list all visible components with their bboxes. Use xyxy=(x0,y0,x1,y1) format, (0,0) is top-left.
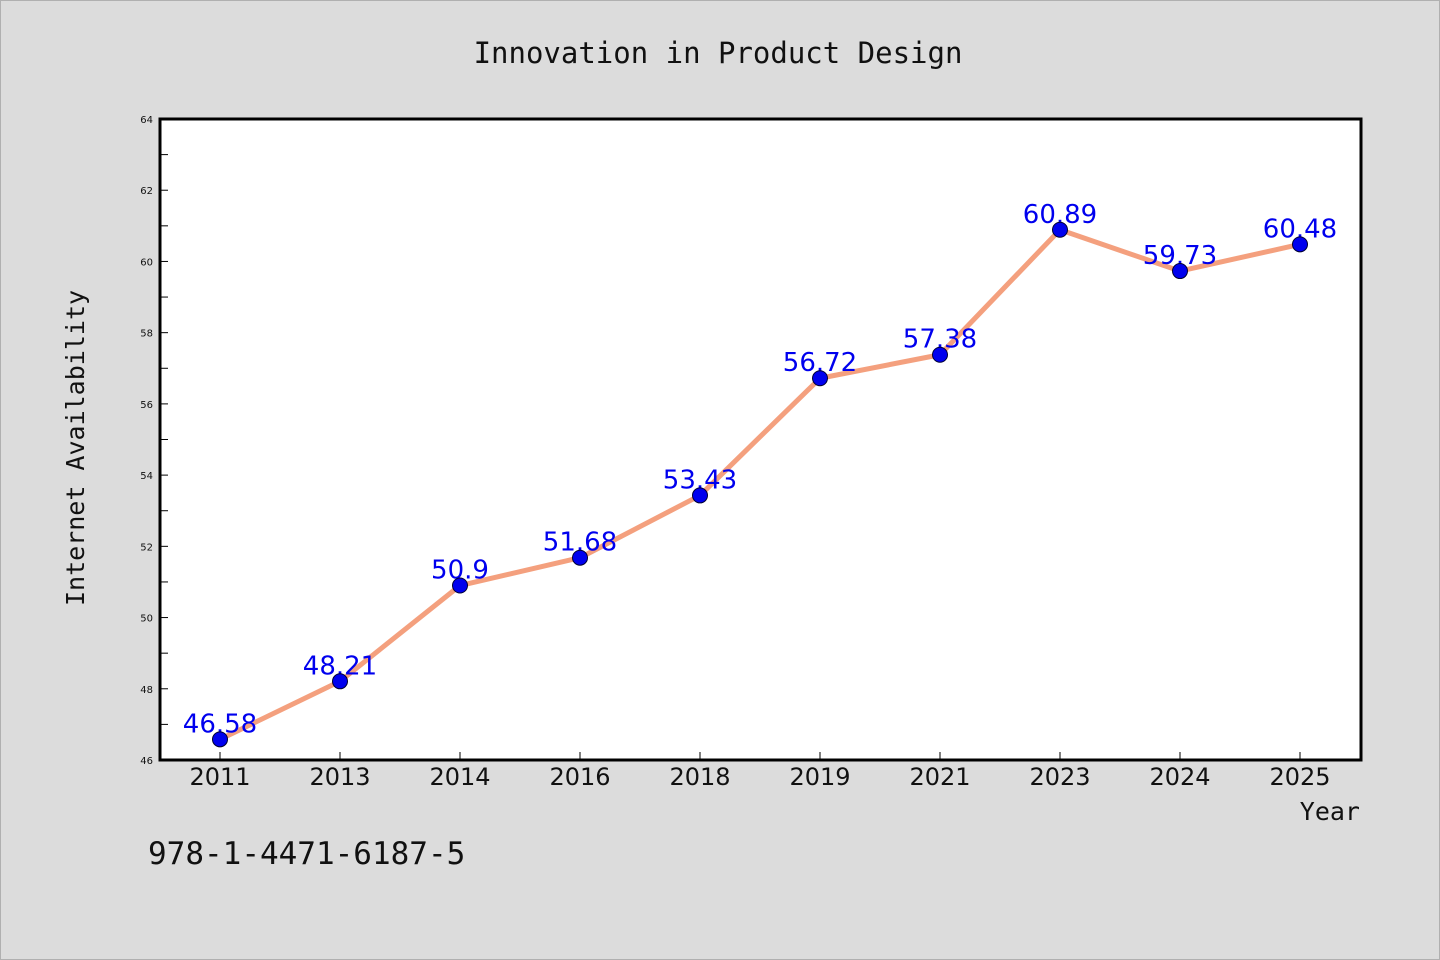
x-tick-label: 2021 xyxy=(909,763,970,791)
data-point xyxy=(1292,236,1308,253)
data-point xyxy=(1172,263,1188,280)
x-tick-label: 2023 xyxy=(1029,763,1090,791)
y-tick-label: 46 xyxy=(140,756,153,767)
x-tick-label: 2024 xyxy=(1149,763,1210,791)
data-point xyxy=(452,577,468,594)
chart-title: Innovation in Product Design xyxy=(474,36,963,70)
x-axis: 2011 2013 2014 2016 2018 2019 2021 2023 2024 2025 xyxy=(189,752,1331,791)
y-tick-label: 60 xyxy=(140,257,153,268)
y-tick-label: 54 xyxy=(140,471,153,482)
y-tick-label: 62 xyxy=(140,186,153,197)
y-axis: 46 48 50 52 54 56 58 60 62 64 xyxy=(140,115,168,767)
y-tick-label: 52 xyxy=(140,542,153,553)
x-tick-label: 2014 xyxy=(429,763,490,791)
data-point xyxy=(812,370,828,387)
x-tick-label: 2018 xyxy=(669,763,730,791)
data-point xyxy=(932,346,948,363)
data-point xyxy=(212,731,228,748)
x-tick-label: 2019 xyxy=(789,763,850,791)
y-tick-label: 58 xyxy=(140,329,153,340)
x-tick-label: 2011 xyxy=(189,763,250,791)
x-axis-title: Year xyxy=(1300,797,1360,826)
y-tick-label: 48 xyxy=(140,685,153,696)
data-point xyxy=(332,673,348,690)
data-point xyxy=(572,549,588,566)
y-tick-label: 56 xyxy=(140,400,153,411)
data-point xyxy=(1052,221,1068,238)
y-tick-label: 64 xyxy=(140,115,153,126)
y-axis-title: Internet Availability xyxy=(61,290,90,606)
series-line xyxy=(218,227,1301,742)
data-markers xyxy=(212,221,1308,748)
isbn-text: 978-1-4471-6187-5 xyxy=(148,836,465,872)
data-point xyxy=(692,487,708,504)
x-tick-label: 2013 xyxy=(309,763,370,791)
x-tick-label: 2016 xyxy=(549,763,610,791)
y-tick-label: 50 xyxy=(140,614,153,625)
x-tick-label: 2025 xyxy=(1269,763,1330,791)
